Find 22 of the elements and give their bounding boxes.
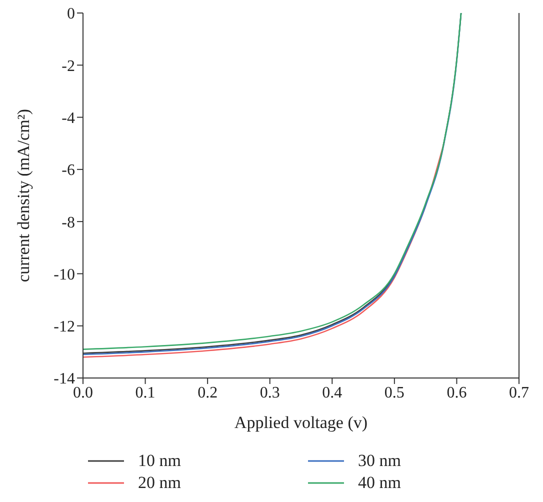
y-tick-label: -8 bbox=[62, 214, 75, 232]
legend-label: 20 nm bbox=[138, 473, 181, 493]
x-tick-label: 0.3 bbox=[260, 384, 280, 402]
x-tick-label: 0.0 bbox=[73, 384, 93, 402]
x-tick-label: 0.6 bbox=[446, 384, 467, 402]
x-tick-label: 0.7 bbox=[509, 384, 529, 402]
y-tick-label: 0 bbox=[67, 6, 75, 23]
x-tick-label: 0.5 bbox=[384, 384, 404, 402]
legend-label: 10 nm bbox=[138, 451, 181, 471]
x-tick-label: 0.2 bbox=[198, 384, 218, 402]
y-tick-label: -6 bbox=[62, 162, 75, 180]
y-axis-title: current density (mA/cm²) bbox=[14, 108, 34, 282]
x-axis-title: Applied voltage (v) bbox=[234, 413, 368, 432]
y-tick-label: -10 bbox=[54, 266, 75, 284]
y-tick-label: -14 bbox=[54, 370, 75, 388]
y-tick-label: -4 bbox=[62, 110, 75, 127]
legend-label: 40 nm bbox=[358, 473, 401, 493]
legend-label: 30 nm bbox=[358, 451, 401, 471]
y-tick-label: -12 bbox=[54, 318, 75, 336]
x-tick-label: 0.1 bbox=[135, 384, 156, 402]
x-tick-label: 0.4 bbox=[322, 384, 342, 402]
y-tick-label: -2 bbox=[62, 58, 75, 75]
